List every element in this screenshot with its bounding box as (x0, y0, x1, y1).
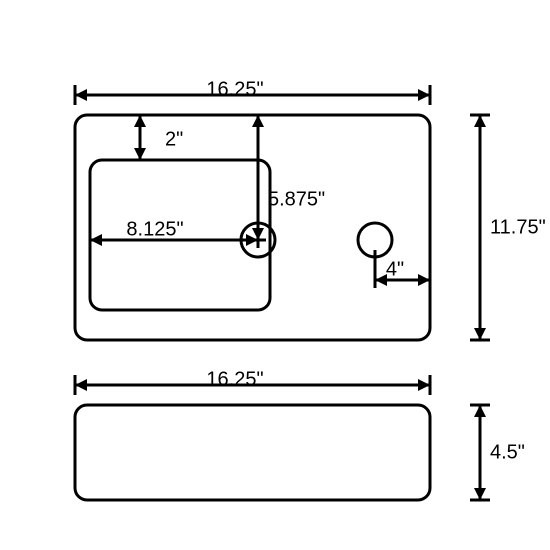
dim-label: 5.875" (268, 188, 325, 210)
dim-label: 2" (165, 128, 183, 150)
side-view (75, 405, 430, 500)
dimension-drawing: 16.25" 11.75" 2" 5.875" 8.125" 4" 16.25" 4.5" (0, 0, 550, 550)
dim-label: 16.25" (206, 368, 263, 390)
dim-label: 16.25" (206, 78, 263, 100)
dim-label: 4" (386, 258, 404, 280)
dim-label: 8.125" (126, 218, 183, 240)
dim-label: 4.5" (490, 441, 525, 463)
dim-label: 11.75" (490, 216, 546, 238)
